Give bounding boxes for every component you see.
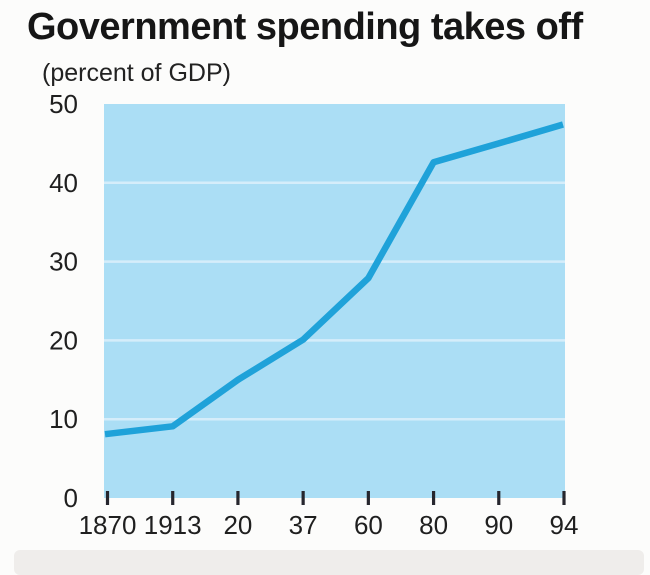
y-axis-label-50: 50 [49,89,78,119]
chart-subtitle: (percent of GDP) [42,59,231,87]
y-axis-label-10: 10 [49,404,78,434]
y-axis-label-40: 40 [49,168,78,198]
x-axis-label-1870: 1870 [79,510,137,540]
x-axis-label-90: 90 [484,510,513,540]
x-axis-label-1913: 1913 [144,510,202,540]
footer-strip [14,550,644,575]
series-line [104,121,564,438]
y-axis-label-0: 0 [64,483,78,513]
x-axis-label-80: 80 [419,510,448,540]
x-axis-label-20: 20 [223,510,252,540]
x-axis-label-94: 94 [550,510,579,540]
x-axis-label-37: 37 [289,510,318,540]
plot-area [104,104,565,498]
chart-title: Government spending takes off [27,6,583,48]
y-axis-label-30: 30 [49,247,78,277]
y-axis-label-20: 20 [49,325,78,355]
x-axis-label-60: 60 [354,510,383,540]
